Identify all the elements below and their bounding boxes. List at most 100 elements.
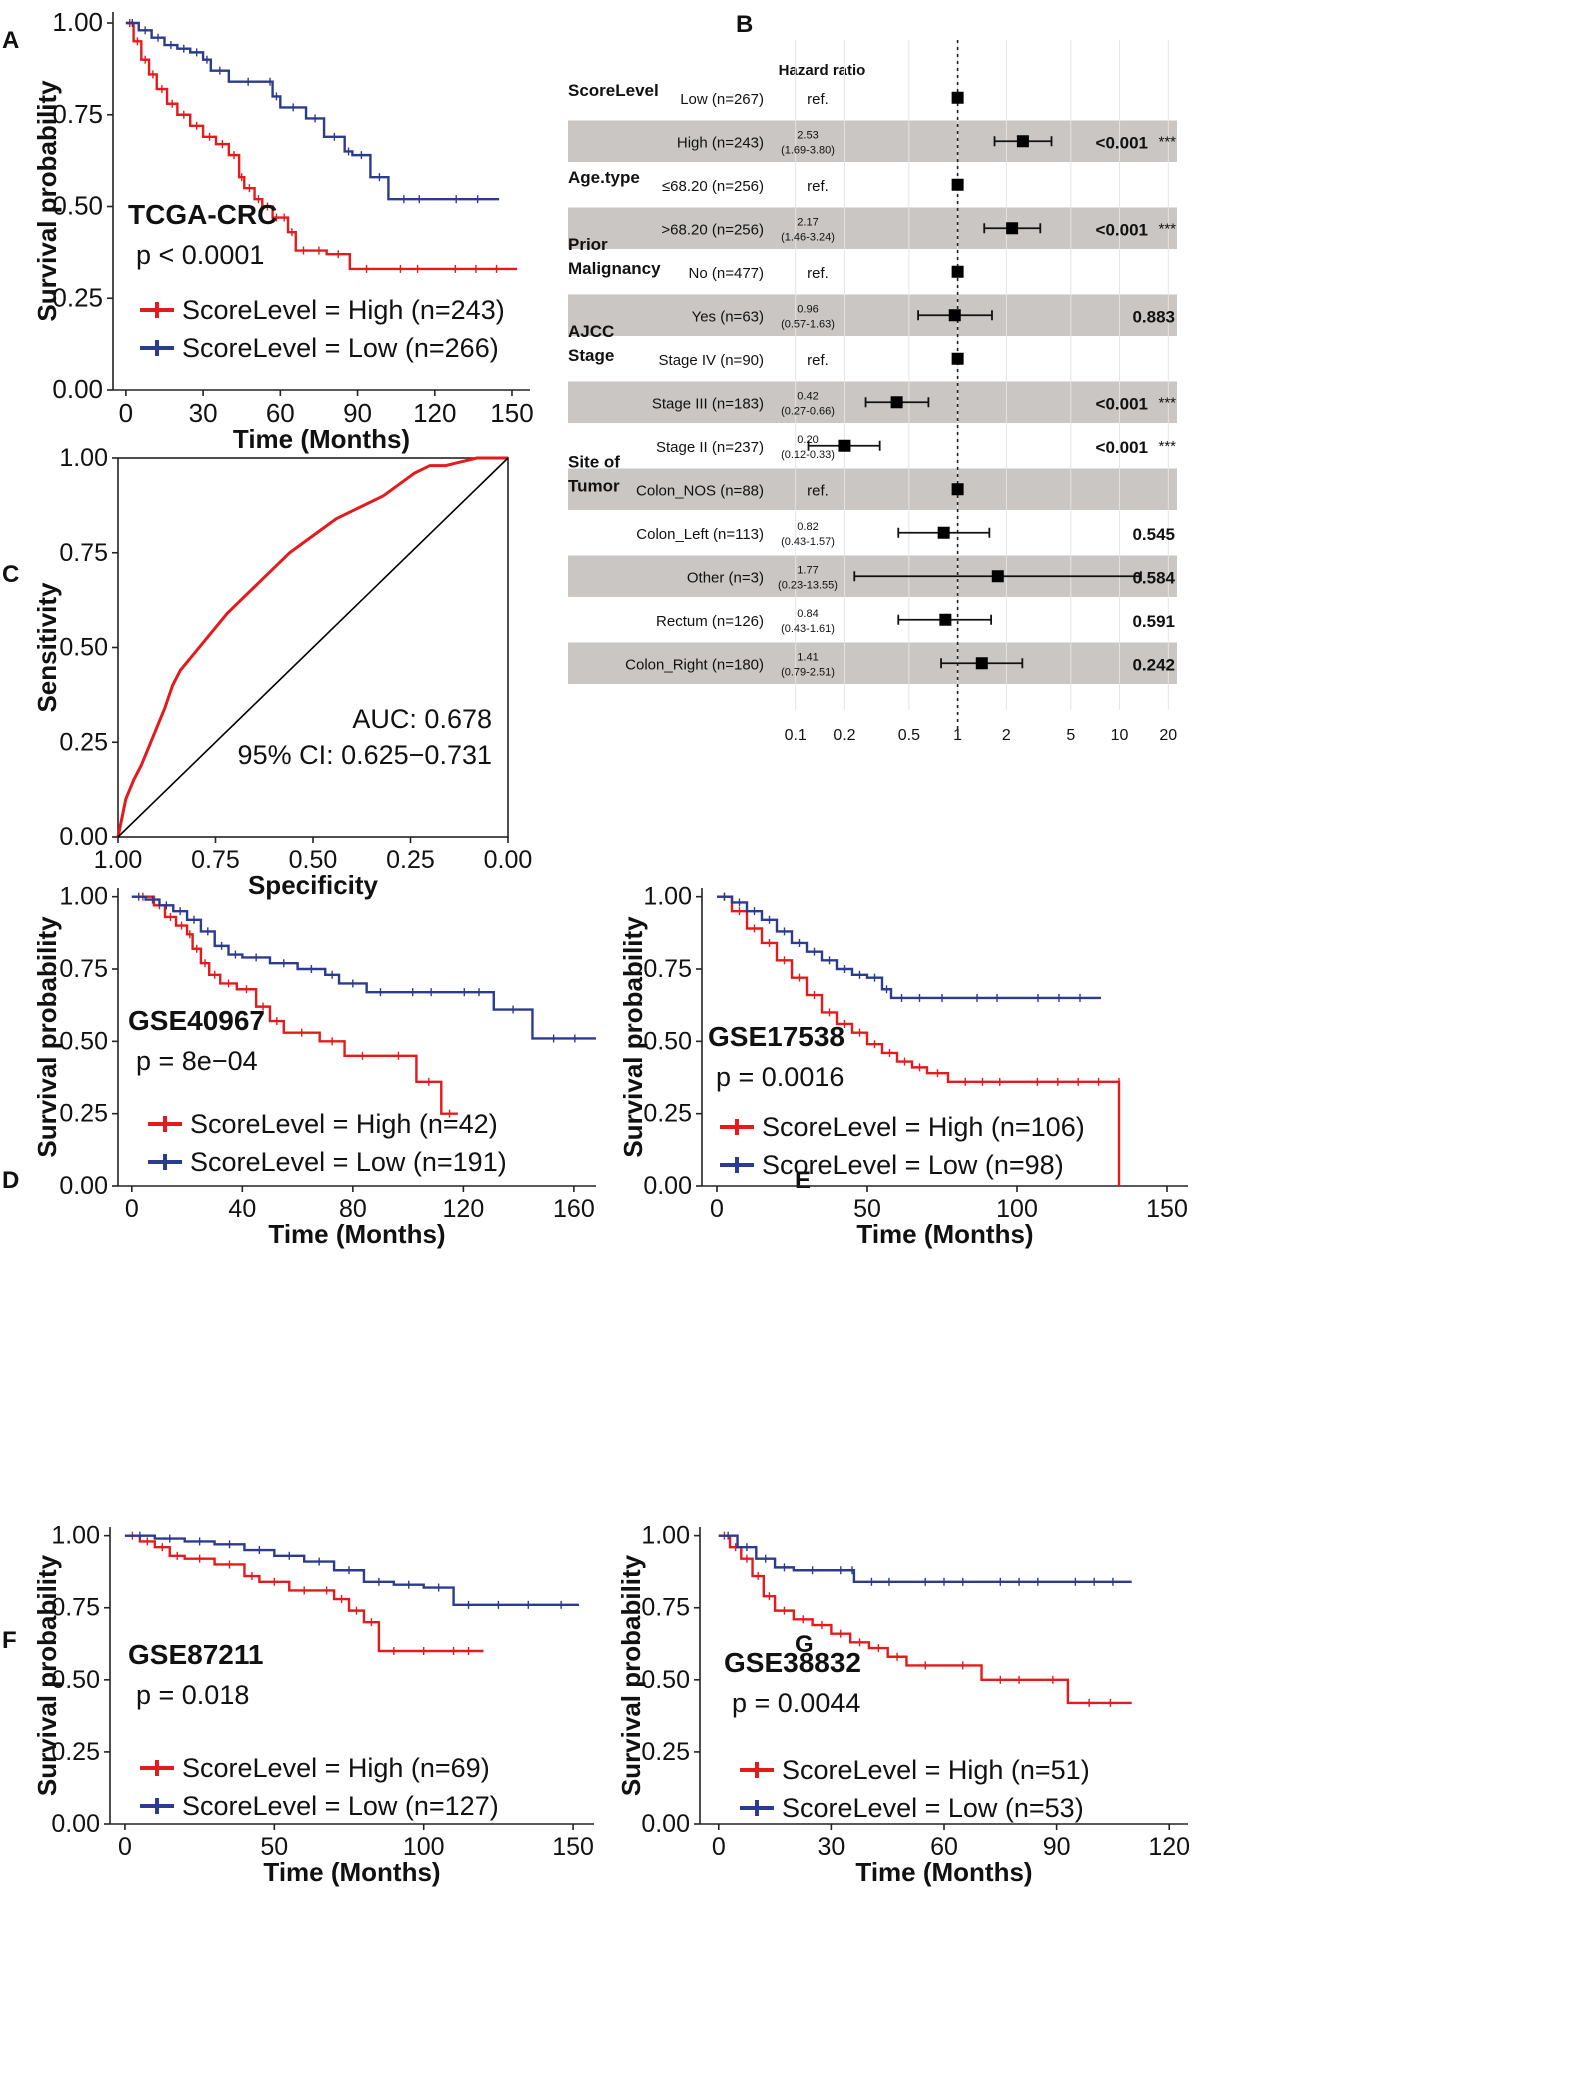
forest-point-estimate — [991, 570, 1004, 583]
forest-row-band — [568, 642, 1177, 684]
y-tick-label-d: 0.00 — [59, 1172, 108, 1200]
forest-significance-stars: *** — [1158, 438, 1176, 455]
y-tick-label-c: 0.00 — [59, 823, 108, 851]
forest-level-label: High (n=243) — [677, 134, 764, 151]
legend-label-d-0: ScoreLevel = High (n=42) — [190, 1109, 498, 1139]
forest-point-estimate — [939, 613, 952, 626]
forest-level-label: Yes (n=63) — [692, 308, 764, 325]
x-tick-label-a: 30 — [189, 398, 218, 428]
forest-x-tick-label: 0.5 — [898, 727, 920, 744]
y-tick-label-c: 0.50 — [59, 634, 108, 662]
y-tick-label-g: 0.00 — [641, 1810, 690, 1838]
y-tick-label-d: 0.75 — [59, 955, 108, 983]
forest-level-label: Stage III (n=183) — [652, 395, 764, 412]
p-value-a: p < 0.0001 — [136, 240, 264, 270]
x-tick-label-d: 80 — [339, 1195, 367, 1223]
forest-p-value: 0.242 — [1132, 655, 1175, 674]
forest-level-label: Colon_Right (n=180) — [625, 656, 764, 673]
forest-point-estimate — [951, 91, 964, 104]
forest-point-estimate — [1006, 222, 1019, 235]
x-tick-label-c: 0.00 — [484, 846, 533, 874]
forest-point-estimate — [951, 483, 964, 496]
forest-significance-stars: *** — [1158, 394, 1176, 411]
x-axis-title-c: Specificity — [248, 870, 379, 900]
x-tick-label-e: 150 — [1146, 1195, 1188, 1223]
dataset-title-f: GSE87211 — [128, 1639, 263, 1670]
y-tick-label-e: 0.50 — [643, 1027, 692, 1055]
series-line-f-1 — [124, 1534, 580, 1607]
y-axis-title-d: Survival probability — [32, 916, 62, 1158]
x-tick-label-f: 0 — [118, 1833, 132, 1861]
series-line-g-0 — [718, 1534, 1132, 1705]
forest-p-value: 0.545 — [1132, 525, 1175, 544]
legend-label-f-1: ScoreLevel = Low (n=127) — [182, 1791, 499, 1821]
km-panel-a: 0.00 0.25 0.50 0.75 1.00 0 30 60 90 120 150 Time (M… — [32, 7, 534, 454]
forest-point-estimate — [838, 439, 851, 452]
forest-hr-value: 0.20 — [797, 434, 818, 446]
forest-ci-value: (0.43-1.61) — [781, 623, 835, 635]
y-tick-label-d: 0.50 — [59, 1027, 108, 1055]
forest-hr-value: 0.82 — [797, 521, 818, 533]
forest-ci-value: (0.23-13.55) — [778, 579, 838, 591]
forest-plot-panel-b: Hazard ratio ScoreLevel Age.type Prior Malig… — [568, 40, 1177, 744]
panel-letter-a: A — [2, 27, 19, 54]
y-tick-label-c: 0.75 — [59, 539, 108, 567]
forest-hr-value: ref. — [807, 265, 829, 282]
y-tick-label-g: 1.00 — [641, 1522, 690, 1550]
forest-hr-value: ref. — [807, 91, 829, 108]
y-tick-label-g: 0.25 — [641, 1738, 690, 1766]
x-tick-label-f: 150 — [552, 1833, 594, 1861]
x-tick-label-d: 160 — [553, 1195, 595, 1223]
forest-hr-value: ref. — [807, 352, 829, 369]
forest-point-estimate — [951, 265, 964, 278]
y-tick-label-a: 1.00 — [52, 7, 103, 37]
forest-group-label: Age.type — [568, 168, 640, 187]
panel-letter-c: C — [2, 561, 19, 588]
auc-ci-label-c: 95% CI: 0.625−0.731 — [238, 740, 492, 770]
forest-point-estimate — [1016, 135, 1029, 148]
y-tick-label-c: 0.25 — [59, 728, 108, 756]
legend-label-a-0: ScoreLevel = High (n=243) — [182, 295, 505, 325]
x-tick-label-g: 30 — [817, 1833, 845, 1861]
y-tick-label-f: 0.25 — [51, 1738, 100, 1766]
panel-letter-g: G — [795, 1631, 814, 1658]
y-tick-label-a: 0.00 — [52, 374, 103, 404]
legend-label-f-0: ScoreLevel = High (n=69) — [182, 1753, 490, 1783]
forest-row-band — [568, 207, 1177, 249]
forest-group-label: ScoreLevel — [568, 81, 659, 100]
forest-point-estimate — [951, 352, 964, 365]
forest-x-tick-label: 1 — [953, 727, 962, 744]
y-axis-title-g: Survival probability — [616, 1554, 646, 1796]
forest-x-tick-label: 20 — [1159, 727, 1177, 744]
forest-significance-stars: *** — [1158, 133, 1176, 150]
x-tick-label-e: 0 — [710, 1195, 724, 1223]
p-value-g: p = 0.0044 — [732, 1688, 860, 1718]
km-panel-e: 0.00 0.25 0.50 0.75 1.00 0 50 100 150 Time (Month… — [618, 883, 1188, 1249]
forest-ci-value: (1.69-3.80) — [781, 144, 835, 156]
y-tick-label-a: 0.50 — [52, 191, 103, 221]
y-tick-label-f: 1.00 — [51, 1522, 100, 1550]
x-tick-label-e: 100 — [996, 1195, 1038, 1223]
x-axis-title-e: Time (Months) — [856, 1219, 1033, 1249]
forest-level-label: No (n=477) — [689, 265, 764, 282]
forest-hr-value: ref. — [807, 482, 829, 499]
legend-label-a-1: ScoreLevel = Low (n=266) — [182, 333, 499, 363]
series-line-f-0 — [124, 1534, 484, 1653]
forest-x-tick-label: 0.2 — [833, 727, 855, 744]
forest-ci-value: (0.79-2.51) — [781, 666, 835, 678]
y-tick-label-c: 1.00 — [59, 444, 108, 472]
x-tick-label-g: 120 — [1148, 1833, 1190, 1861]
forest-significance-stars: *** — [1158, 220, 1176, 237]
forest-group-label: Malignancy — [568, 259, 661, 278]
forest-p-value: 0.591 — [1132, 612, 1175, 631]
x-tick-label-g: 60 — [930, 1833, 958, 1861]
forest-point-estimate — [937, 526, 950, 539]
km-panel-g: 0.00 0.25 0.50 0.75 1.00 0 30 60 90 120 Time (Mont… — [616, 1522, 1190, 1887]
x-tick-label-c: 1.00 — [94, 846, 143, 874]
forest-point-estimate — [951, 178, 964, 191]
x-tick-label-d: 120 — [443, 1195, 485, 1223]
forest-p-value: 0.883 — [1132, 307, 1175, 326]
y-tick-label-e: 0.75 — [643, 955, 692, 983]
y-tick-label-g: 0.50 — [641, 1666, 690, 1694]
